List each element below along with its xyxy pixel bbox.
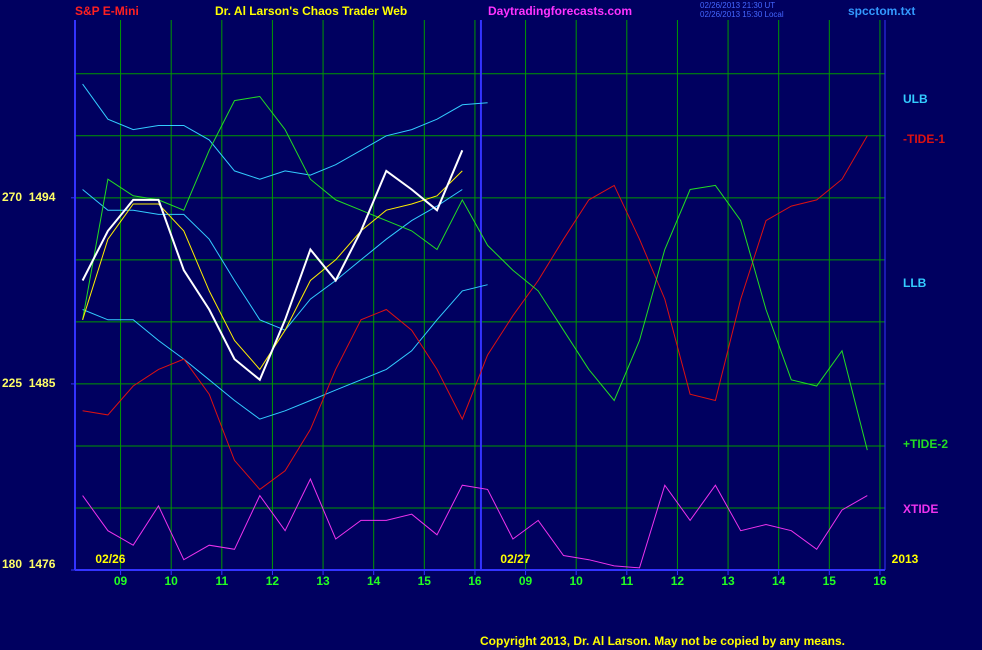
x-tick-label: 15 [823,574,837,588]
series-line [82,95,868,451]
legend-label: -TIDE-1 [903,132,945,146]
legend-label: +TIDE-2 [903,437,948,451]
x-tick-label: 09 [519,574,533,588]
date-label: 02/27 [500,552,530,566]
y-tick-label: 270 1494 [2,190,56,204]
series-line [82,284,488,420]
x-tick-label: 10 [165,574,179,588]
series-line [81,149,464,382]
legend-label: ULB [903,92,928,106]
x-tick-label: 13 [316,574,330,588]
x-tick-label: 12 [266,574,280,588]
y-tick-label: 180 1476 [2,557,56,571]
series-line [82,477,868,569]
date-label: 2013 [892,552,919,566]
copyright: Copyright 2013, Dr. Al Larson. May not b… [480,634,845,648]
chart-title: Dr. Al Larson's Chaos Trader Web [215,4,407,18]
date-label: 02/26 [95,552,125,566]
series-line [82,135,868,491]
x-tick-label: 11 [620,574,633,588]
legend-label: LLB [903,276,927,290]
timestamp: 02/26/2013 21:30 UT [700,1,775,10]
x-tick-label: 13 [721,574,735,588]
x-tick-label: 16 [873,574,887,588]
x-tick-label: 16 [468,574,482,588]
x-tick-label: 14 [772,574,786,588]
timestamp: 02/26/2013 15:30 Local [700,10,784,19]
series-line [82,189,463,331]
legend-label: XTIDE [903,502,938,516]
site: Daytradingforecasts.com [488,4,632,18]
y-tick-label: 225 1485 [2,376,56,390]
x-tick-label: 10 [570,574,584,588]
x-tick-label: 09 [114,574,128,588]
x-tick-label: 15 [418,574,432,588]
symbol: S&P E-Mini [75,4,139,18]
x-tick-label: 12 [671,574,685,588]
x-tick-label: 11 [215,574,228,588]
x-tick-label: 14 [367,574,381,588]
series-line [82,83,488,180]
file-name: spcctom.txt [848,4,915,18]
